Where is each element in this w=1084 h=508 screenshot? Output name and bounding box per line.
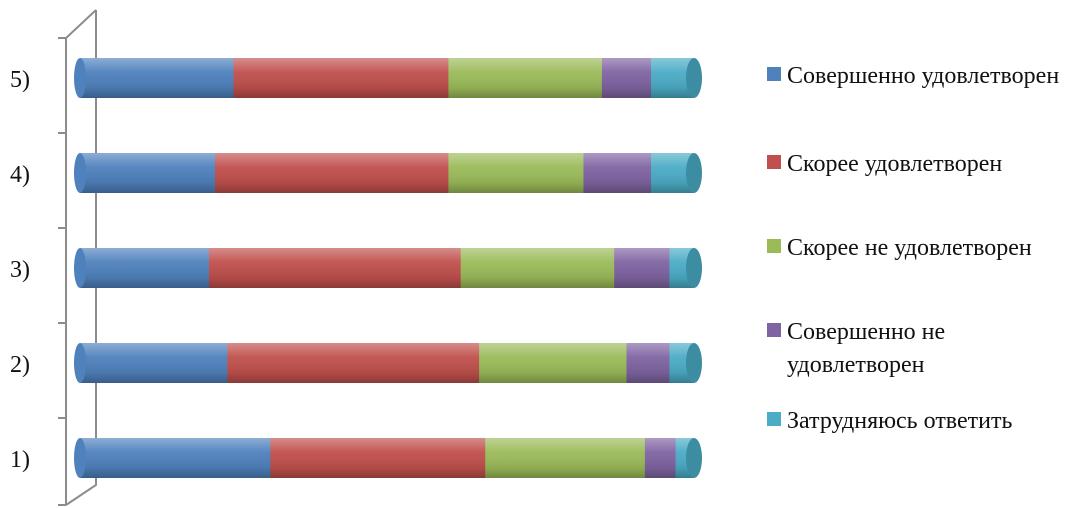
bar-row-4 xyxy=(74,153,702,193)
bar-end-cap xyxy=(686,438,702,478)
legend-label: Затрудняюсь ответить xyxy=(787,408,1012,434)
legend-swatch xyxy=(767,239,781,253)
bar-end-cap-shade xyxy=(686,343,702,383)
category-label: 2) xyxy=(10,352,30,378)
legend-label: Совершенно не xyxy=(787,319,945,345)
bar-left-cap xyxy=(74,343,86,383)
legend-item: Скорее не удовлетворен xyxy=(767,235,1032,261)
legend-swatch xyxy=(767,155,781,169)
bar-shading xyxy=(80,58,694,98)
bar-left-cap xyxy=(74,438,86,478)
bar-shading xyxy=(80,153,694,193)
category-label: 5) xyxy=(10,67,30,93)
bar-end-cap xyxy=(686,58,702,98)
legend-label: удовлетворен xyxy=(787,352,925,378)
bar-left-cap xyxy=(74,153,86,193)
bar-row-5 xyxy=(74,58,702,98)
legend-item: Совершенно удовлетворен xyxy=(767,63,1059,89)
category-label: 3) xyxy=(10,257,30,283)
legend: Совершенно удовлетворен Скорее удовлетвор… xyxy=(767,63,1059,434)
bar-left-cap xyxy=(74,248,86,288)
category-label: 1) xyxy=(10,447,30,473)
bar-left-cap xyxy=(74,58,86,98)
category-tick-labels: 1) 2) 3) 4) 5) xyxy=(10,67,30,473)
bar-end-cap-shade xyxy=(686,438,702,478)
legend-swatch xyxy=(767,412,781,426)
legend-item: Совершенно не удовлетворен xyxy=(767,319,945,378)
bar-end-cap-shade xyxy=(686,248,702,288)
legend-swatch xyxy=(767,67,781,81)
legend-label: Скорее не удовлетворен xyxy=(787,235,1032,261)
bar-end-cap xyxy=(686,153,702,193)
bar-end-cap-shade xyxy=(686,153,702,193)
bar-shading xyxy=(80,343,694,383)
bar-row-3 xyxy=(74,248,702,288)
legend-label: Совершенно удовлетворен xyxy=(787,63,1059,89)
bar-row-1 xyxy=(74,438,702,478)
bar-shading xyxy=(80,438,694,478)
bar-end-cap xyxy=(686,248,702,288)
legend-label: Скорее удовлетворен xyxy=(787,151,1002,177)
bar-end-cap-shade xyxy=(686,58,702,98)
bar-row-2 xyxy=(74,343,702,383)
plot-area xyxy=(74,58,702,478)
category-label: 4) xyxy=(10,162,30,188)
legend-item: Скорее удовлетворен xyxy=(767,151,1002,177)
bar-end-cap xyxy=(686,343,702,383)
bar-shading xyxy=(80,248,694,288)
legend-swatch xyxy=(767,323,781,337)
legend-item: Затрудняюсь ответить xyxy=(767,408,1012,434)
